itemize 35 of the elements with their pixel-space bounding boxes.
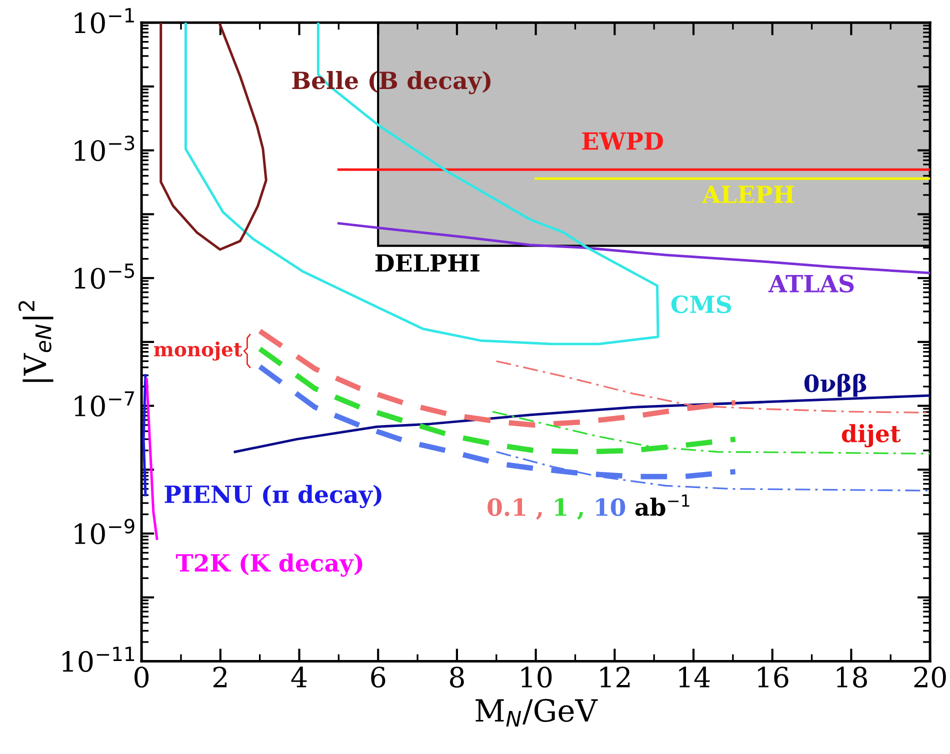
x-tick-label: 4: [291, 666, 307, 688]
annotation: monojet: [154, 342, 242, 361]
y-tick-label: 10$^{−9}$: [74, 518, 134, 544]
series-label: 0νββ: [804, 374, 866, 397]
x-tick-label: 12: [600, 666, 630, 688]
annotation: ab$^{−1}$: [635, 494, 690, 516]
x-axis-title: M$_{N}$/GeV: [476, 698, 598, 727]
x-tick-label: 6: [371, 666, 386, 688]
line-series: [337, 222, 930, 274]
series-label: ATLAS: [768, 274, 854, 293]
y-tick-label: 10$^{−5}$: [74, 264, 134, 289]
x-tick-label: 0: [134, 666, 149, 688]
series-label: DELPHI: [375, 254, 480, 272]
text: 0.1 ,: [488, 498, 542, 520]
x-tick-label: 18: [836, 666, 867, 688]
y-axis-title: |V$_{eN}$|$^{2}$: [18, 301, 54, 382]
y-tick-label: 10$^{−1}$: [74, 8, 134, 34]
x-tick-label: 8: [450, 666, 464, 688]
x-tick-label: 20: [914, 666, 946, 688]
series-label: 10: [596, 498, 626, 516]
y-tick-label: 10$^{−11}$: [62, 646, 134, 672]
x-tick-label: 10: [522, 666, 552, 688]
x-tick-label: 2: [213, 666, 227, 688]
y-tick-label: 10$^{−3}$: [74, 136, 134, 162]
series-label: CMS: [671, 295, 731, 314]
series-label: ALEPH: [702, 186, 794, 203]
x-tick-label: 16: [758, 666, 788, 688]
line-series: [160, 22, 268, 251]
annotation: dijet: [842, 424, 901, 448]
y-tick-label: 10$^{−7}$: [74, 391, 134, 417]
series-label: 1 ,: [555, 498, 583, 520]
series-label: T2K (K decay): [176, 554, 362, 577]
x-tick-label: 14: [679, 666, 710, 688]
series-label: EWPD: [582, 132, 663, 150]
series-label: PIENU (π decay): [164, 484, 382, 508]
